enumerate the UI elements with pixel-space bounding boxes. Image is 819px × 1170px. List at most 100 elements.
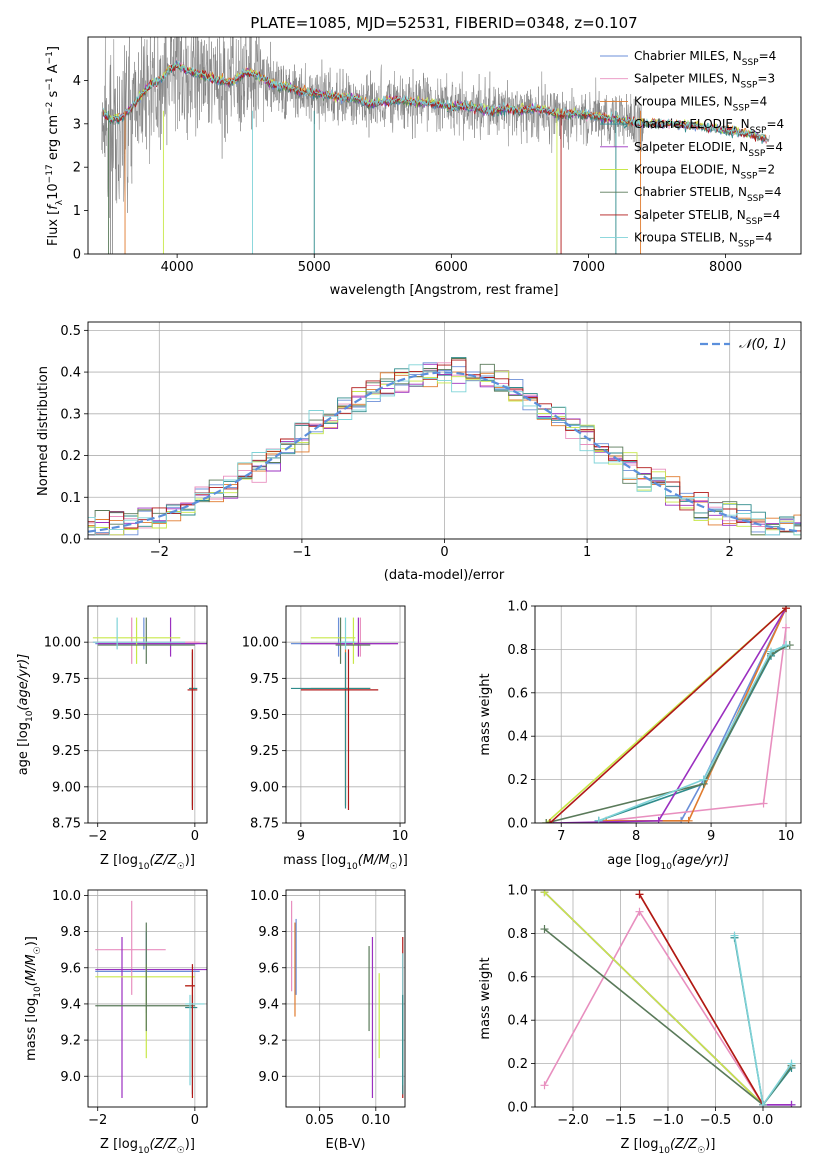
- label-part: age [log: [607, 853, 660, 868]
- x-tick-label: 8000: [709, 260, 742, 275]
- label-part: Flux [: [46, 210, 61, 246]
- y-tick-label: 9.4: [258, 997, 279, 1012]
- y-tick-label: 9.75: [250, 672, 279, 687]
- x-tick-label: 9: [297, 829, 305, 844]
- mass-vs-Z-panel: −2 09.09.29.49.69.810.0Z [log10(Z/Z☉)]mas…: [24, 889, 208, 1156]
- x-tick-label: 7000: [572, 260, 605, 275]
- label-part: ☉: [697, 1146, 705, 1156]
- label-part: Kroupa MILES, N: [634, 94, 733, 108]
- label-part: =4: [764, 185, 782, 199]
- label-part: SSP: [746, 217, 763, 227]
- legend-entry-salpeter-stelib: Salpeter STELIB, NSSP=4: [634, 208, 780, 227]
- marker-salpeter-miles: [782, 623, 791, 632]
- label-part: ☉: [177, 862, 185, 872]
- y-tick-label: 8.75: [52, 817, 81, 832]
- label-part: ]: [46, 46, 61, 51]
- legend-entry-chabrier-stelib: Chabrier STELIB, NSSP=4: [634, 185, 782, 204]
- y-axis-label-text: mass [log10(M/M☉)]: [24, 936, 43, 1061]
- label-part: −17: [45, 164, 55, 183]
- marker-salpeter-miles: [759, 799, 768, 808]
- normal-curve: [88, 371, 801, 533]
- x-tick-label: −2: [150, 545, 169, 560]
- label-part: )]: [398, 853, 408, 868]
- y-tick-label: 9.75: [52, 672, 81, 687]
- marker-chabrier-stelib: [540, 925, 549, 934]
- y-tick-label: 1: [73, 204, 81, 219]
- y-tick-label: 9.6: [258, 961, 279, 976]
- legend-entry-salpeter-miles: Salpeter MILES, NSSP=3: [634, 72, 775, 91]
- plot-area: [88, 322, 801, 539]
- y-tick-label: 0: [73, 248, 81, 263]
- marker-kroupa-stelib: [699, 775, 708, 784]
- label-part: s: [46, 90, 61, 101]
- y-tick-label: 0.2: [60, 449, 81, 464]
- y-tick-label: 0.4: [60, 366, 81, 381]
- plot-area: [88, 890, 207, 1107]
- marker-salpeter-elodie: [654, 816, 663, 823]
- series-line-salpeter-stelib: [638, 893, 764, 1106]
- plot-area: [286, 606, 405, 823]
- label-part: λ: [55, 199, 65, 205]
- label-part: (Z/Z: [149, 853, 177, 868]
- y-tick-label: 0.0: [507, 817, 528, 832]
- label-part: 10: [25, 710, 35, 722]
- y-tick-label: 10.0: [250, 889, 279, 904]
- y-tick-label: 10.00: [44, 636, 81, 651]
- x-tick-label: 8: [632, 829, 640, 844]
- label-part: SSP: [741, 81, 758, 91]
- series-line-kroupa-stelib: [598, 644, 787, 822]
- chart-title: PLATE=1085, MJD=52531, FIBERID=0348, z=0…: [250, 14, 637, 32]
- x-tick-label: 9: [707, 829, 715, 844]
- axes-frame: [285, 889, 406, 1108]
- label-part: 10: [33, 986, 43, 998]
- y-tick-label: 0.0: [60, 533, 81, 548]
- label-part: =4: [765, 140, 783, 154]
- series-line-chabrier-stelib: [546, 644, 791, 823]
- marker-salpeter-elodie: [787, 1100, 796, 1107]
- label-part: 10: [660, 862, 672, 872]
- x-axis-label: age [log10(age/yr)]: [607, 853, 729, 872]
- label-part: SSP: [733, 103, 750, 113]
- y-tick-label: 4: [73, 74, 81, 89]
- label-part: (age/yr)]: [672, 853, 729, 868]
- series-line-salpeter-stelib: [549, 607, 787, 823]
- label-part: 10: [46, 183, 61, 200]
- marker-kroupa-stelib: [782, 641, 791, 650]
- label-part: =4: [759, 49, 777, 63]
- marker-kroupa-stelib: [730, 931, 739, 940]
- label-part: −2: [45, 102, 55, 115]
- y-axis-label: Normed distribution: [36, 366, 51, 496]
- marker-salpeter-miles: [540, 1081, 549, 1090]
- x-tick-label: 0: [191, 1113, 199, 1128]
- series-line-chabrier-elodie: [598, 644, 787, 822]
- label-part: A: [46, 64, 61, 77]
- x-axis-label: mass [log10(M/M☉)]: [283, 853, 408, 872]
- x-tick-label: 0: [440, 545, 448, 560]
- label-part: (Z/Z: [670, 1137, 698, 1152]
- series-line-salpeter-miles: [543, 910, 764, 1106]
- y-tick-label: 2: [73, 161, 81, 176]
- label-part: Z [log: [100, 1137, 138, 1152]
- label-part: f: [46, 203, 61, 210]
- mass-weight-vs-Z-panel: −2.0 −1.5 −1.0 −0.5 0.0 0.0 0.2 0.4 0.6 0.8 1.0 Z […: [478, 884, 802, 1156]
- label-part: Kroupa STELIB, N: [634, 231, 738, 245]
- label-part: Chabrier STELIB, N: [634, 185, 747, 199]
- x-tick-label: −2: [88, 829, 107, 844]
- legend-entry-salpeter-elodie: Salpeter ELODIE, NSSP=4: [634, 140, 783, 159]
- y-tick-label: 0.6: [507, 686, 528, 701]
- label-part: Kroupa ELODIE, N: [634, 163, 741, 177]
- label-part: =3: [757, 72, 775, 86]
- x-axis-label: (data-model)/error: [384, 568, 505, 583]
- label-part: ☉: [177, 1146, 185, 1156]
- x-tick-label: 0.10: [361, 1113, 390, 1128]
- x-axis-label: Z [log10(Z/Z☉)]: [100, 1137, 195, 1156]
- label-part: Z [log: [621, 1137, 659, 1152]
- marker-salpeter-stelib: [635, 890, 644, 899]
- marker-kroupa-stelib: [759, 1100, 767, 1107]
- legend-entry-normal: 𝒩(0, 1): [739, 337, 786, 352]
- y-tick-label: 9.0: [60, 1070, 81, 1085]
- x-tick-label: 10: [778, 829, 795, 844]
- marker-kroupa-stelib: [594, 816, 603, 823]
